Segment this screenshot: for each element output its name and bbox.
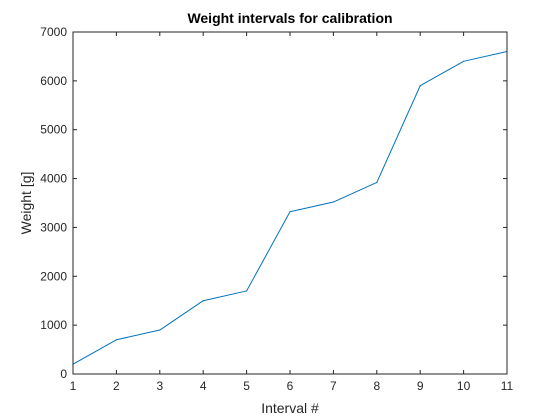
tick-labels: 1 2 3 4 5 6 7 8 9 10 11 0 1000 2000 3000 4000 5000 6000 70…: [40, 25, 513, 393]
x-tick-label-11: 11: [501, 379, 514, 393]
y-tick-label-2000: 2000: [40, 269, 67, 283]
x-tick-label-4: 4: [200, 379, 207, 393]
x-tick-label-2: 2: [113, 379, 120, 393]
y-tick-label-5000: 5000: [40, 123, 67, 137]
x-tick-label-3: 3: [156, 379, 163, 393]
data-point-0-7: [332, 201, 334, 203]
data-point-0-9: [419, 85, 421, 87]
x-tick-label-5: 5: [243, 379, 250, 393]
data-point-0-6: [289, 211, 291, 213]
y-tick-label-7000: 7000: [40, 25, 67, 39]
y-tick-label-3000: 3000: [40, 220, 67, 234]
y-tick-label-4000: 4000: [40, 172, 67, 186]
data-point-0-3: [159, 329, 161, 331]
x-tick-label-6: 6: [287, 379, 294, 393]
data-point-0-4: [202, 300, 204, 302]
x-tick-label-9: 9: [417, 379, 424, 393]
data-point-0-2: [115, 339, 117, 341]
y-tick-label-1000: 1000: [40, 318, 67, 332]
x-tick-label-8: 8: [373, 379, 380, 393]
y-axis-label: Weight [g]: [18, 172, 34, 235]
y-tick-label-0: 0: [60, 367, 67, 381]
data-point-0-10: [463, 60, 465, 62]
chart-title: Weight intervals for calibration: [187, 10, 392, 26]
plot-area: [73, 32, 507, 374]
data-point-0-5: [246, 290, 248, 292]
y-tick-label-6000: 6000: [40, 74, 67, 88]
x-tick-label-10: 10: [457, 379, 471, 393]
x-tick-label-1: 1: [70, 379, 77, 393]
x-tick-label-7: 7: [330, 379, 337, 393]
data-point-0-8: [376, 181, 378, 184]
plot-box: [72, 31, 508, 375]
x-axis-label: Interval #: [261, 400, 319, 416]
